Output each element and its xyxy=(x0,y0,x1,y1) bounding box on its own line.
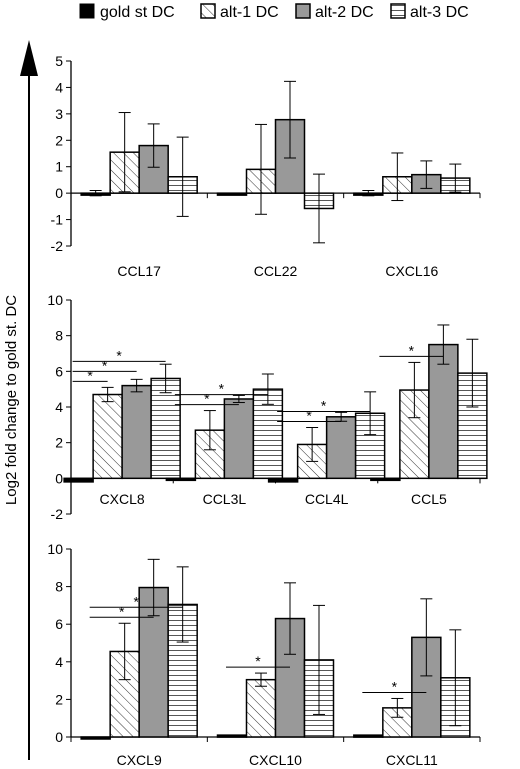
y-tick-label-1-3: 4 xyxy=(55,399,63,415)
significance-mark-1-0: * xyxy=(87,367,93,383)
legend-swatch-gold xyxy=(79,3,95,19)
y-tick-label-0-6: 4 xyxy=(55,79,63,95)
y-tick-label-0-3: 1 xyxy=(55,159,63,175)
y-tick-label-2-4: 8 xyxy=(55,579,63,595)
legend-label-gold: gold st DC xyxy=(100,4,175,21)
significance-mark-1-6: * xyxy=(321,398,327,414)
significance-mark-1-5: * xyxy=(306,408,312,424)
y-tick-label-1-1: 0 xyxy=(55,470,63,486)
significance-mark-1-2: * xyxy=(116,347,122,363)
y-tick-label-0-7: 5 xyxy=(55,53,63,69)
bar-1-2-2 xyxy=(325,416,357,480)
category-label-0-0: CCL17 xyxy=(117,263,161,279)
legend-swatch-alt3 xyxy=(390,3,406,19)
y-arrow xyxy=(20,40,38,760)
y-tick-label-0-5: 3 xyxy=(55,106,63,122)
y-axis-title: Log2 fold change to gold st. DC xyxy=(3,295,20,505)
bar-1-2-0 xyxy=(267,477,299,483)
bar-2-1-0 xyxy=(216,734,248,738)
category-label-2-0: CXCL9 xyxy=(117,752,162,768)
y-tick-label-1-4: 6 xyxy=(55,363,63,379)
y-tick-label-2-1: 2 xyxy=(55,691,63,707)
bar-1-0-2 xyxy=(121,384,152,480)
bar-1-0-0 xyxy=(63,477,94,483)
category-label-1-3: CCL5 xyxy=(411,491,447,507)
significance-mark-2-0: * xyxy=(119,603,125,619)
y-tick-label-0-4: 2 xyxy=(55,132,63,148)
category-label-1-2: CCL4L xyxy=(305,491,349,507)
bar-2-1-1 xyxy=(245,678,277,738)
significance-mark-1-3: * xyxy=(204,391,210,407)
y-tick-label-0-2: 0 xyxy=(55,185,63,201)
legend-label-alt1: alt-1 DC xyxy=(220,4,279,21)
significance-mark-2-1: * xyxy=(133,593,139,609)
y-tick-label-0-1: -1 xyxy=(51,212,64,228)
bar-1-1-0 xyxy=(165,477,197,482)
category-label-1-0: CXCL8 xyxy=(100,491,145,507)
y-tick-label-2-3: 6 xyxy=(55,616,63,632)
legend: gold st DC alt-1 DC alt-2 DC alt-3 DC xyxy=(79,3,469,21)
y-tick-label-0-0: -2 xyxy=(51,238,64,254)
significance-mark-1-1: * xyxy=(102,357,108,373)
legend-swatch-alt1 xyxy=(200,3,216,19)
significance-mark-1-7: * xyxy=(409,342,415,358)
legend-label-alt2: alt-2 DC xyxy=(315,4,374,21)
significance-mark-1-4: * xyxy=(219,381,225,397)
bar-1-3-2 xyxy=(428,343,459,480)
category-label-0-1: CCL22 xyxy=(254,263,298,279)
category-label-2-2: CXCL11 xyxy=(386,752,438,768)
y-tick-label-1-5: 8 xyxy=(55,328,63,344)
bar-1-0-1 xyxy=(92,393,123,480)
y-tick-label-1-0: -2 xyxy=(51,506,64,522)
category-label-1-1: CCL3L xyxy=(203,491,247,507)
bar-2-0-0 xyxy=(80,736,111,740)
category-label-2-1: CXCL10 xyxy=(249,752,302,768)
legend-swatch-alt2 xyxy=(295,3,311,19)
y-tick-label-2-2: 4 xyxy=(55,654,63,670)
legend-label-alt3: alt-3 DC xyxy=(410,4,469,21)
bar-0-1-0 xyxy=(216,192,248,196)
bar-2-2-0 xyxy=(353,734,384,738)
bar-1-3-0 xyxy=(370,477,401,482)
y-tick-label-1-2: 2 xyxy=(55,435,63,451)
category-label-0-2: CXCL16 xyxy=(385,263,438,279)
bar-1-1-2 xyxy=(223,398,255,480)
significance-mark-2-2: * xyxy=(255,653,261,669)
y-tick-label-1-6: 10 xyxy=(47,292,63,308)
y-tick-label-2-5: 10 xyxy=(47,541,63,557)
significance-mark-2-3: * xyxy=(392,678,398,694)
y-tick-label-2-0: 0 xyxy=(55,729,63,745)
bar-1-0-3 xyxy=(150,377,181,480)
